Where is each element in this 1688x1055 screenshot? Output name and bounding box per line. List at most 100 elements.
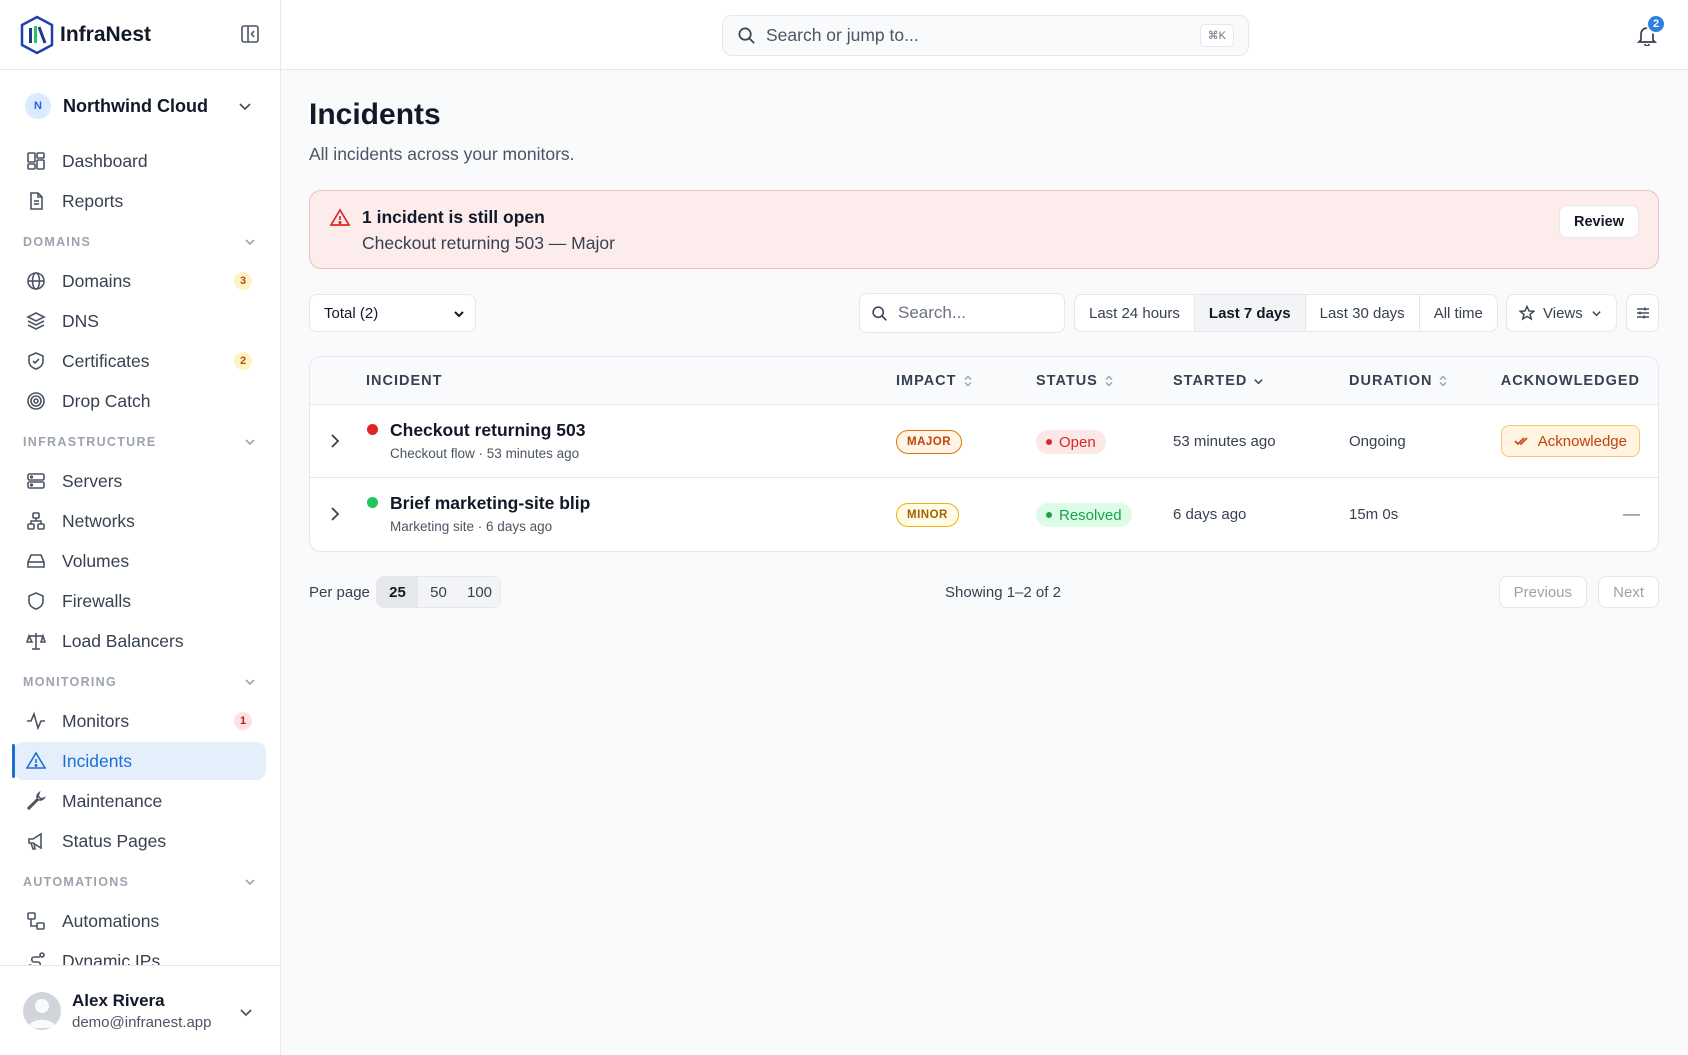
- col-acknowledged: ACKNOWLEDGED: [1500, 373, 1640, 389]
- layers-icon: [26, 312, 46, 330]
- views-dropdown[interactable]: Views: [1506, 294, 1617, 332]
- sidebar-item-status-pages[interactable]: Status Pages: [14, 822, 266, 860]
- per-page-50[interactable]: 50: [430, 583, 447, 601]
- section-title: DOMAINS: [23, 235, 92, 249]
- incident-title[interactable]: Checkout returning 503: [390, 420, 586, 440]
- chevron-down-icon: [245, 239, 255, 246]
- drive-icon: [27, 554, 45, 568]
- search-icon: [738, 27, 755, 44]
- table-row[interactable]: Checkout returning 503 Checkout flow · 5…: [310, 405, 1658, 478]
- user-name: Alex Rivera: [72, 990, 165, 1010]
- range-last-24-hours[interactable]: Last 24 hours: [1075, 295, 1195, 331]
- previous-page-button[interactable]: Previous: [1498, 576, 1587, 608]
- brand-name: InfraNest: [60, 22, 152, 46]
- sidebar-item-dns[interactable]: DNS: [14, 302, 266, 340]
- started-value: 6 days ago: [1173, 506, 1247, 523]
- filter-bar: Total (2) Search... Last 24 hours Last 7…: [309, 293, 1659, 333]
- table-header: INCIDENT IMPACT STATUS STARTED DURATION …: [310, 357, 1658, 405]
- col-impact[interactable]: IMPACT: [896, 373, 973, 389]
- col-duration[interactable]: DURATION: [1349, 373, 1448, 389]
- globe-icon: [27, 272, 45, 290]
- acknowledge-label: Acknowledge: [1537, 432, 1627, 450]
- server-icon: [27, 473, 45, 489]
- global-search-input[interactable]: Search or jump to... ⌘K: [722, 15, 1249, 56]
- sidebar-item-label: Firewalls: [62, 590, 132, 611]
- sidebar-item-maintenance[interactable]: Maintenance: [14, 782, 266, 820]
- section-title: INFRASTRUCTURE: [23, 435, 157, 449]
- incidents-table: INCIDENT IMPACT STATUS STARTED DURATION …: [309, 356, 1659, 552]
- sidebar-item-incidents[interactable]: Incidents: [12, 742, 266, 780]
- impact-badge: MAJOR: [896, 430, 963, 454]
- sidebar-item-volumes[interactable]: Volumes: [14, 542, 266, 580]
- status-badge: Open: [1036, 430, 1106, 454]
- sidebar-item-automations[interactable]: Automations: [14, 902, 266, 940]
- sidebar-item-certificates[interactable]: Certificates 2: [14, 342, 266, 380]
- next-page-button[interactable]: Next: [1598, 576, 1659, 608]
- network-icon: [27, 512, 45, 530]
- per-page-label: Per page: [309, 584, 370, 601]
- incident-title[interactable]: Brief marketing-site blip: [390, 493, 591, 513]
- total-select-value: Total (2): [324, 304, 379, 322]
- sidebar-item-reports[interactable]: Reports: [14, 182, 266, 220]
- column-settings-button[interactable]: [1626, 294, 1659, 332]
- sidebar-item-label: Status Pages: [62, 830, 167, 851]
- review-button[interactable]: Review: [1559, 205, 1639, 238]
- time-range-group: Last 24 hours Last 7 days Last 30 days A…: [1074, 294, 1498, 332]
- col-started[interactable]: STARTED: [1173, 373, 1264, 389]
- search-placeholder: Search...: [898, 303, 967, 322]
- chevron-down-icon: [1592, 310, 1601, 316]
- sidebar-item-label: Automations: [62, 910, 160, 931]
- sidebar-item-label: Volumes: [62, 550, 130, 571]
- sidebar-item-load-balancers[interactable]: Load Balancers: [14, 622, 266, 660]
- sidebar-item-label: Certificates: [62, 350, 150, 371]
- sidebar-item-networks[interactable]: Networks: [14, 502, 266, 540]
- total-select[interactable]: Total (2): [309, 294, 476, 332]
- pulse-icon: [27, 711, 45, 731]
- page-subtitle: All incidents across your monitors.: [309, 144, 575, 164]
- shortcut-hint: ⌘K: [1199, 24, 1234, 47]
- sidebar-item-drop-catch[interactable]: Drop Catch: [14, 382, 266, 420]
- range-last-30-days[interactable]: Last 30 days: [1306, 295, 1420, 331]
- sidebar-item-firewalls[interactable]: Firewalls: [14, 582, 266, 620]
- org-switcher[interactable]: N Northwind Cloud: [0, 70, 280, 142]
- notification-badge: 2: [1646, 14, 1666, 34]
- chevron-down-icon: [239, 103, 251, 111]
- sidebar-item-label: DNS: [62, 310, 99, 331]
- sidebar-item-dashboard[interactable]: Dashboard: [14, 142, 266, 180]
- section-monitoring[interactable]: MONITORING: [14, 662, 266, 702]
- workflow-icon: [27, 912, 45, 930]
- pagination: Per page 25 50 100 Showing 1–2 of 2 Prev…: [309, 576, 1659, 608]
- range-last-7-days[interactable]: Last 7 days: [1194, 295, 1306, 331]
- per-page-group: 25 50 100: [376, 576, 501, 608]
- alert-title: 1 incident is still open: [362, 207, 545, 227]
- range-all-time[interactable]: All time: [1433, 304, 1483, 322]
- chevron-right-icon[interactable]: [325, 504, 345, 524]
- table-row[interactable]: Brief marketing-site blip Marketing site…: [310, 478, 1658, 551]
- monitor-name: Marketing site: [390, 519, 475, 534]
- per-page-25[interactable]: 25: [377, 577, 418, 607]
- sidebar-collapse-icon[interactable]: [240, 24, 260, 44]
- col-status[interactable]: STATUS: [1036, 373, 1114, 389]
- dashboard-icon: [27, 152, 45, 170]
- per-page-100[interactable]: 100: [466, 583, 493, 601]
- page-title: Incidents: [309, 98, 441, 131]
- chevron-right-icon[interactable]: [325, 431, 345, 451]
- section-infrastructure[interactable]: INFRASTRUCTURE: [14, 422, 266, 462]
- monitor-name: Checkout flow: [390, 446, 475, 461]
- open-incident-alert: 1 incident is still open Checkout return…: [309, 190, 1659, 269]
- chevron-down-icon: [240, 1009, 252, 1017]
- section-automations[interactable]: AUTOMATIONS: [14, 862, 266, 902]
- user-menu[interactable]: Alex Rivera demo@infranest.app: [0, 965, 280, 1055]
- sidebar-item-label: Load Balancers: [62, 630, 184, 651]
- shield-icon: [28, 592, 44, 610]
- sidebar-item-servers[interactable]: Servers: [14, 462, 266, 500]
- section-domains[interactable]: DOMAINS: [14, 222, 266, 262]
- sidebar-item-monitors[interactable]: Monitors 1: [14, 702, 266, 740]
- status-badge: Resolved: [1036, 503, 1132, 527]
- acknowledge-button[interactable]: Acknowledge: [1500, 425, 1640, 457]
- incident-search-input[interactable]: Search...: [859, 293, 1065, 333]
- count-badge: 2: [234, 352, 252, 370]
- sidebar-item-domains[interactable]: Domains 3: [14, 262, 266, 300]
- sort-icon: [964, 375, 972, 387]
- chevron-down-icon: [245, 679, 255, 686]
